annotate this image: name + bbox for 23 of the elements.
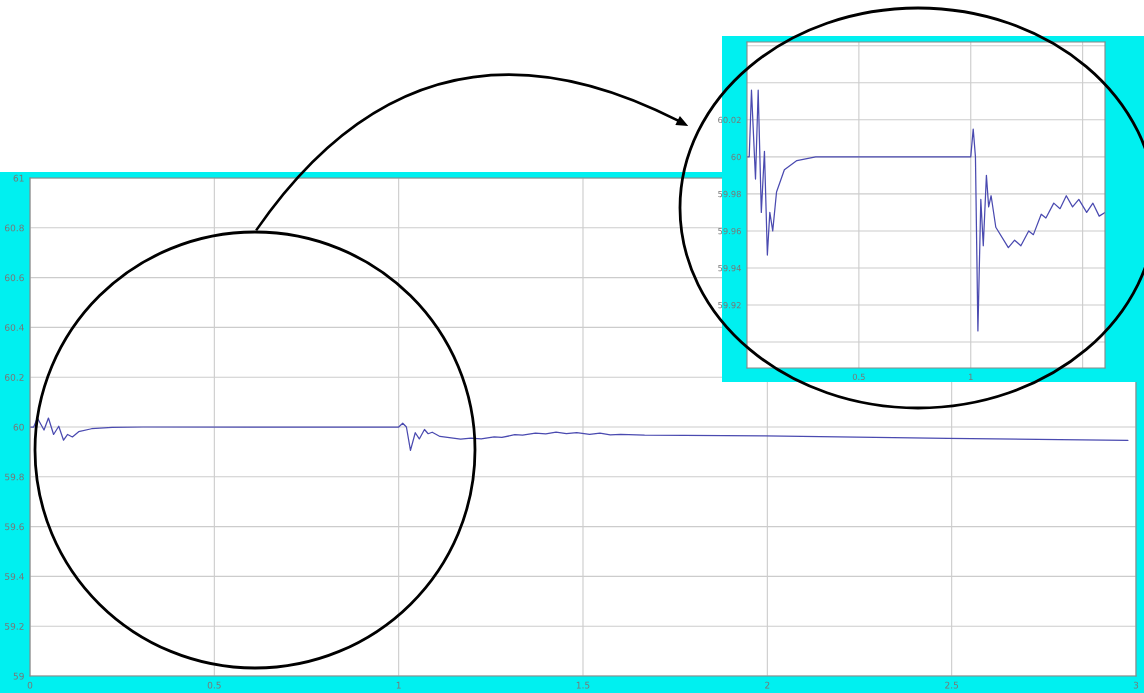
y-tick-label: 60.8 (4, 224, 24, 232)
y-tick-label: 59.2 (5, 622, 24, 630)
x-tick-label: 2.5 (945, 681, 959, 689)
y-tick-label: 60 (13, 423, 24, 431)
line-series (30, 417, 1129, 452)
y-tick-label: 60.6 (4, 274, 24, 282)
x-tick-label: 0 (27, 681, 33, 689)
y-tick-label: 59 (13, 672, 24, 680)
x-tick-label: 2 (765, 681, 770, 689)
x-tick-label: 1.5 (576, 681, 590, 689)
x-tick-label: 0.5 (852, 373, 865, 381)
y-tick-label: 60.4 (4, 324, 24, 331)
y-tick-label: 59.6 (5, 523, 24, 531)
y-tick-label: 59.4 (5, 573, 24, 580)
x-tick-label: 0.5 (207, 681, 221, 689)
line-series (747, 89, 1105, 332)
y-tick-label: 59.8 (5, 473, 24, 481)
x-tick-label: 1 (969, 373, 973, 380)
y-tick-label: 60 (731, 153, 741, 161)
x-tick-label: 3 (1133, 681, 1139, 689)
y-tick-label: 60.2 (4, 373, 24, 381)
x-tick-label: 1 (396, 681, 401, 689)
y-tick-label: 61 (13, 174, 24, 182)
